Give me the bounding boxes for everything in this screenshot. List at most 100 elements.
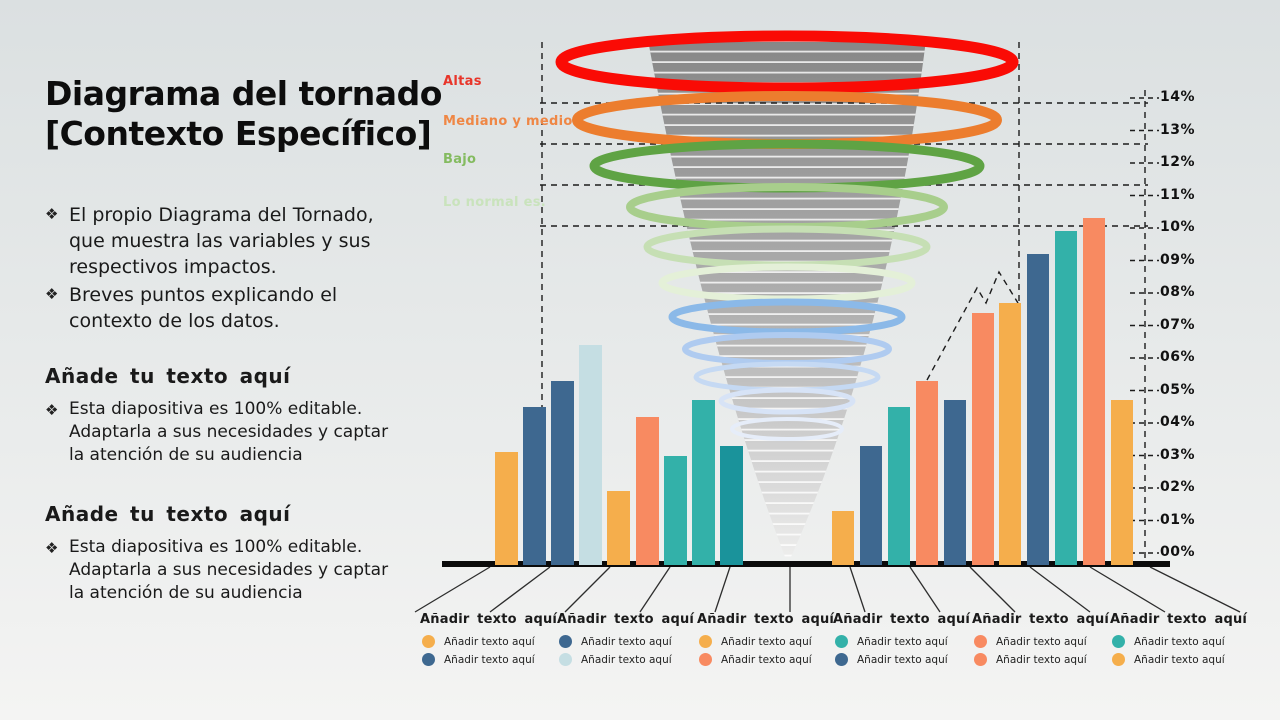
bar-left-8 [691, 400, 715, 566]
legend-item: Añadir texto aquí [1112, 653, 1238, 666]
funnel-label-2: Mediano y medio [443, 114, 573, 129]
legend-item: Añadir texto aquí [422, 653, 548, 666]
bullet-diamond-icon: ❖ [45, 285, 59, 303]
bullet-diamond-icon: ❖ [45, 539, 59, 557]
bar-left-5 [607, 491, 631, 566]
section-heading: Añade tu texto aquí [45, 502, 291, 526]
legend-group-5: Añadir texto aquí Añadir texto aquí Añadir… [972, 612, 1109, 671]
fan-line [414, 566, 491, 613]
text-section-1: Añade tu texto aquí ❖ Esta diapositiva e… [45, 364, 407, 469]
legend-item: Añadir texto aquí [699, 653, 825, 666]
fan-line [489, 566, 551, 613]
funnel-label-3: Bajo [443, 152, 477, 167]
page-title: Diagrama del tornado [Contexto Específic… [45, 74, 442, 154]
legend-color-dot [1112, 635, 1125, 648]
funnel-label-1: Altas [443, 74, 482, 89]
legend-item: Añadir texto aquí [559, 653, 685, 666]
bar-left-1 [495, 452, 518, 566]
funnel-label-4: Lo normal es. [443, 195, 547, 210]
legend-item: Añadir texto aquí [974, 653, 1100, 666]
bar-right-9 [1055, 231, 1078, 566]
axis-tick-label: 06% [1160, 349, 1196, 365]
legend-item-label: Añadir texto aquí [721, 653, 812, 666]
bar-right-8 [1027, 254, 1050, 565]
axis-tick-label: 08% [1160, 284, 1196, 300]
bar-right-2 [859, 445, 882, 566]
legend-item: Añadir texto aquí [422, 635, 548, 648]
legend-item-label: Añadir texto aquí [581, 635, 672, 648]
legend-item-label: Añadir texto aquí [996, 653, 1087, 666]
legend-color-dot [835, 653, 848, 666]
legend-group-6: Añadir texto aquí Añadir texto aquí Añadir… [1110, 612, 1247, 671]
legend-group-title: Añadir texto aquí [833, 612, 971, 627]
funnel-ring-10 [718, 387, 856, 415]
baseline-axis [442, 561, 1170, 567]
legend-group-title: Añadir texto aquí [420, 612, 558, 627]
axis-tick-label: 07% [1160, 316, 1196, 333]
fan-line [969, 566, 1016, 613]
legend-group-title: Añadir texto aquí [697, 612, 835, 627]
bar-left-6 [635, 416, 659, 565]
list-item: ❖ Esta diapositiva es 100% editable. Ada… [45, 536, 407, 605]
legend-item-label: Añadir texto aquí [857, 635, 948, 648]
axis-tick-label: 01% [1160, 511, 1196, 528]
fan-line [714, 566, 731, 613]
bar-left-4 [579, 345, 603, 565]
axis-tick-label: 09% [1160, 251, 1196, 268]
bar-right-6 [971, 312, 994, 565]
legend-color-dot [974, 653, 987, 666]
bar-right-3 [887, 406, 910, 566]
fan-line [1029, 566, 1091, 613]
axis-tick-label: 10% [1160, 219, 1196, 235]
legend-color-dot [699, 635, 712, 648]
section-body-text: Esta diapositiva es 100% editable. Adapt… [69, 399, 389, 465]
legend-item: Añadir texto aquí [835, 653, 961, 666]
legend-item-label: Añadir texto aquí [857, 653, 948, 666]
legend-group-2: Añadir texto aquí Añadir texto aquí Añadir… [557, 612, 694, 671]
legend-color-dot [974, 635, 987, 648]
trend-zigzag-line [926, 270, 1019, 381]
legend-item-label: Añadir texto aquí [444, 653, 535, 666]
legend-item: Añadir texto aquí [559, 635, 685, 648]
bar-left-9 [719, 445, 743, 566]
fan-line [639, 566, 671, 613]
legend-color-dot [422, 653, 435, 666]
bar-left-7 [663, 455, 687, 565]
axis-tick-label: 12% [1160, 154, 1196, 170]
fan-line [1089, 566, 1166, 613]
axis-tick-label: 03% [1160, 446, 1196, 463]
axis-tick-label: 04% [1160, 414, 1196, 430]
bullet-text: El propio Diagrama del Tornado, que mues… [69, 204, 374, 278]
legend-group-3: Añadir texto aquí Añadir texto aquí Añadir… [697, 612, 835, 671]
legend-color-dot [835, 635, 848, 648]
bar-right-4 [915, 380, 938, 566]
bullet-text: Breves puntos explicando el contexto de … [69, 284, 338, 332]
bar-right-5 [943, 400, 966, 566]
axis-tick-label: 00% [1160, 544, 1196, 560]
legend-item-label: Añadir texto aquí [1134, 635, 1225, 648]
bar-left-2 [523, 406, 547, 566]
list-item: ❖ El propio Diagrama del Tornado, que mu… [45, 202, 397, 280]
fan-line [1149, 566, 1241, 613]
intro-bullet-list: ❖ El propio Diagrama del Tornado, que mu… [45, 202, 397, 336]
legend-color-dot [559, 653, 572, 666]
bullet-diamond-icon: ❖ [45, 401, 59, 419]
fan-line [564, 566, 611, 613]
legend-color-dot [1112, 653, 1125, 666]
perspective-fan-lines [414, 566, 1241, 613]
bar-right-1 [832, 510, 854, 566]
axis-tick-label: 05% [1160, 381, 1196, 398]
bar-right-11 [1111, 400, 1133, 566]
axis-tick-label: 02% [1160, 479, 1196, 495]
legend-color-dot [422, 635, 435, 648]
list-item: ❖ Breves puntos explicando el contexto d… [45, 282, 397, 334]
legend-color-dot [559, 635, 572, 648]
axis-tick-label: 11% [1160, 186, 1196, 203]
axis-tick-label: 14% [1160, 89, 1196, 105]
bar-right-10 [1083, 218, 1106, 566]
page-title-line2: [Contexto Específico] [45, 114, 432, 153]
axis-tick-marks [1130, 97, 1159, 554]
legend-item-label: Añadir texto aquí [996, 635, 1087, 648]
